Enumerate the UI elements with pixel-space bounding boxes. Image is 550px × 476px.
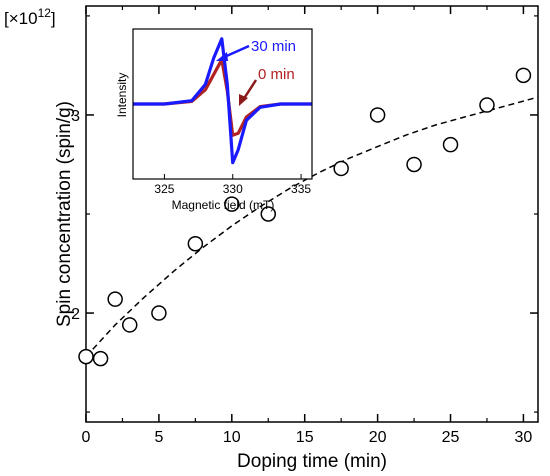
- x-tick-label-2: 10: [223, 429, 241, 446]
- inset-x-axis-title: Magnetic field (mT): [172, 198, 275, 212]
- data-point-14: [515, 67, 532, 84]
- data-point-11: [406, 156, 422, 173]
- data-point-6: [224, 196, 240, 212]
- label-30min: 30 min: [251, 38, 296, 55]
- data-point-4: [151, 305, 167, 321]
- data-point-10: [369, 107, 386, 123]
- arrow-30min-head: [216, 52, 228, 61]
- x-tick-label-4: 20: [369, 429, 387, 446]
- arrow-0min-head: [239, 94, 248, 106]
- inset-x-tick-label-1: 330: [223, 182, 243, 196]
- y-tick-label-1: 3: [71, 108, 80, 125]
- x-tick-label-3: 15: [296, 429, 314, 446]
- label-0min: 0 min: [258, 66, 295, 83]
- inset-x-tick-label-2: 335: [291, 182, 311, 196]
- data-point-2: [107, 291, 123, 307]
- inset-x-tick-label-0: 325: [154, 182, 174, 196]
- data-point-12: [442, 136, 459, 153]
- inset-y-axis-title: Intensity: [115, 73, 129, 118]
- arrow-0min: [241, 79, 258, 101]
- data-point-5: [187, 235, 204, 252]
- inset-chart: 325 330 335 Magnetic field (mT) Intensity …: [115, 28, 313, 212]
- x-tick-label-5: 25: [442, 429, 460, 446]
- x-tick-label-1: 5: [154, 429, 163, 446]
- inset-axis-ticks: 325 330 335: [154, 174, 311, 196]
- data-point-0: [78, 348, 94, 365]
- inset-frame: [132, 28, 313, 180]
- data-point-7: [260, 206, 277, 222]
- fit-curve: [85, 96, 539, 358]
- x-tick-label-0: 0: [82, 429, 91, 446]
- data-point-13: [479, 97, 495, 113]
- inset-line-30min: [133, 37, 312, 165]
- y-axis-title: Spin concentration (spin/g): [54, 101, 75, 327]
- data-point-1: [92, 350, 109, 367]
- y-exponent-label: [×1012]: [4, 6, 56, 28]
- data-point-3: [121, 317, 138, 333]
- x-axis-title: Doping time (min): [237, 451, 387, 472]
- data-point-9: [333, 160, 349, 177]
- main-axis-ticks: 0 5 10 15 20 25 30 2 3: [71, 6, 538, 446]
- x-tick-label-6: 30: [515, 429, 533, 446]
- y-tick-label-0: 2: [71, 306, 80, 323]
